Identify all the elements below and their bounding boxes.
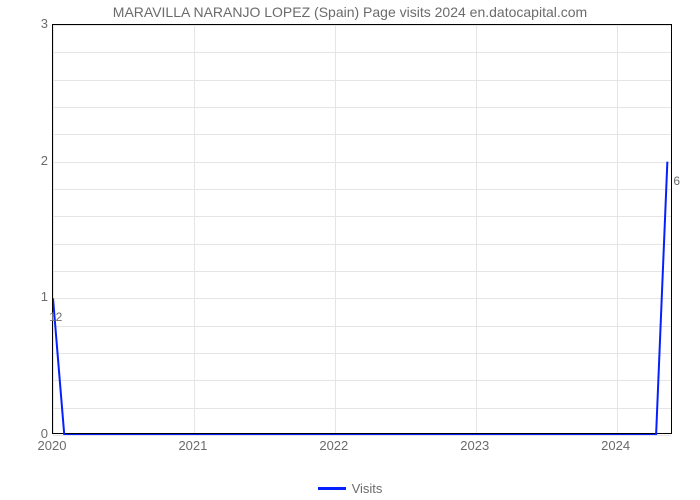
legend-label: Visits (352, 481, 383, 496)
x-tick-label: 2022 (319, 438, 348, 453)
x-tick-label: 2021 (178, 438, 207, 453)
x-tick-label: 2023 (460, 438, 489, 453)
y-tick-label: 1 (34, 289, 48, 304)
series-line (53, 25, 673, 435)
plot-area: 126 (52, 24, 672, 434)
x-tick-label: 2024 (601, 438, 630, 453)
point-label: 6 (673, 174, 680, 188)
legend: Visits (0, 480, 700, 496)
chart-title: MARAVILLA NARANJO LOPEZ (Spain) Page vis… (0, 4, 700, 20)
y-tick-label: 2 (34, 153, 48, 168)
point-label: 12 (49, 310, 62, 324)
y-tick-label: 3 (34, 16, 48, 31)
legend-swatch (318, 487, 346, 490)
x-tick-label: 2020 (38, 438, 67, 453)
